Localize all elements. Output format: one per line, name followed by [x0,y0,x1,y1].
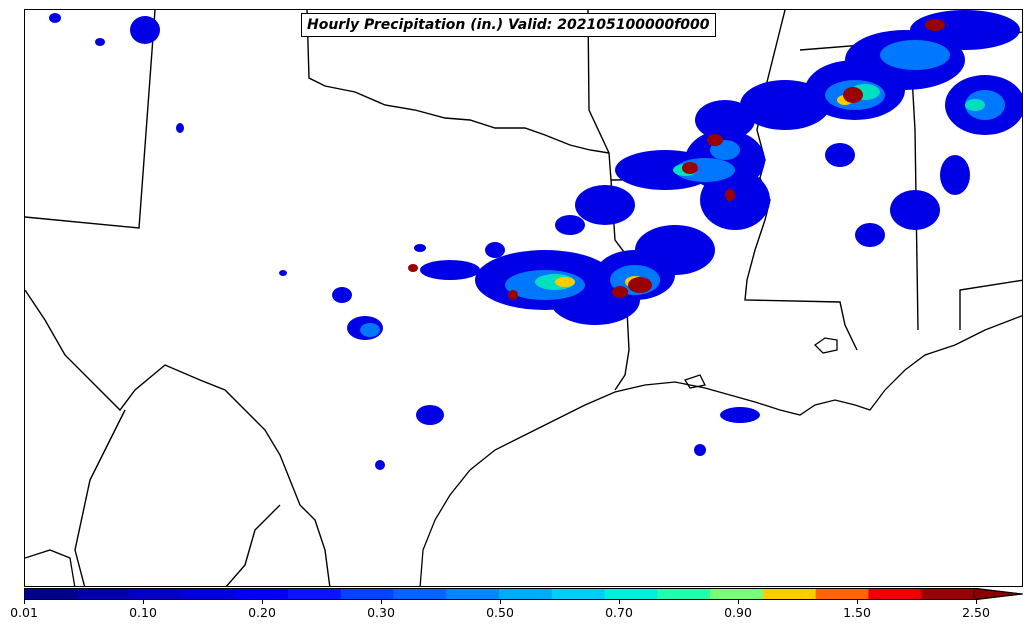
ok-tx-border [306,10,610,154]
map-canvas [25,10,1022,586]
colorbar-tick-label: 0.20 [248,605,276,620]
colorbar-segment [393,588,447,600]
colorbar-segment [762,588,817,600]
colorbar-segment [499,588,553,600]
colorbar-tickmark [262,600,263,604]
precip-field [49,10,1022,470]
colorbar-segment [551,588,606,600]
colorbar-segment [868,588,922,600]
colorbar-tickmark [24,600,25,604]
colorbar-segment [24,588,78,600]
colorbar-segment [235,588,289,600]
colorbar [24,588,1023,600]
colorbar-tick-label: 0.50 [486,605,514,620]
colorbar-tickmark [381,600,382,604]
mexico-state-line-2 [225,504,281,586]
mississippi-river [744,10,858,351]
colorbar-tick-label: 0.10 [129,605,157,620]
colorbar-tick-label: 0.30 [367,605,395,620]
colorbar-outline [24,588,1023,600]
colorbar-tick-label: 0.90 [724,605,752,620]
coast-detail-2 [813,337,838,354]
colorbar-segment [129,588,183,600]
colorbar-tick-label: 1.50 [843,605,871,620]
colorbar-segment [657,588,711,600]
colorbar-segment [182,588,236,600]
mexico-state-line-1 [74,409,126,586]
ok-ar-border [587,10,612,181]
colorbar-segment [815,588,870,600]
colorbar-tick-label: 0.70 [605,605,633,620]
coast-detail-1 [25,549,76,586]
colorbar-segment [340,588,395,600]
colorbar-tickmark [500,600,501,604]
coast-detail-3 [684,374,706,389]
colorbar-tickmark [143,600,144,604]
colorbar-tickmark [857,600,858,604]
colorbar-tick-label: 0.01 [10,605,38,620]
coastline [25,315,1022,586]
gulf-coast [419,315,1022,586]
colorbar-segment [921,588,975,600]
tx-mexico-border [25,289,331,586]
colorbar-segment [446,588,500,600]
colorbar-segment [76,588,131,600]
colorbar-segment [604,588,658,600]
al-fl-border [959,279,1022,330]
colorbar-tick-label: 2.50 [962,605,990,620]
nm-tx-border [25,10,156,229]
colorbar-segment [287,588,342,600]
colorbar-tickmark [619,600,620,604]
colorbar-tickmark [976,600,977,604]
colorbar-tickmark [738,600,739,604]
map-panel [24,9,1023,587]
map-title: Hourly Precipitation (in.) Valid: 202105… [301,13,716,37]
colorbar-segment [710,588,764,600]
